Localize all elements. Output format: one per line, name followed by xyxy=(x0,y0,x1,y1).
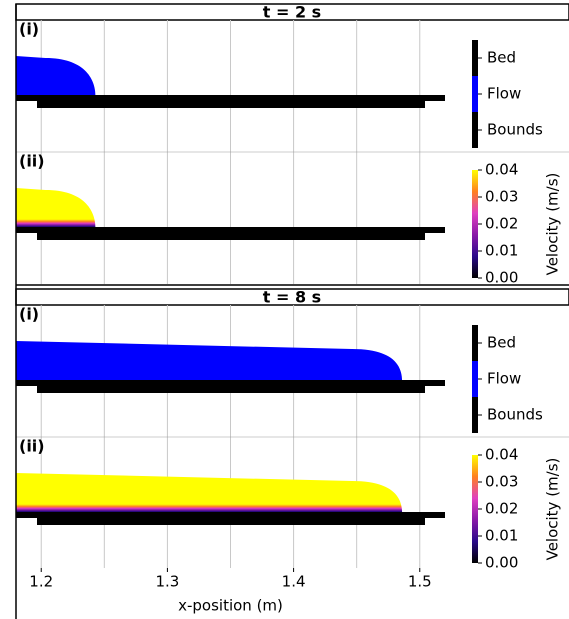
colorbar-label: Velocity (m/s) xyxy=(544,173,562,276)
subplot-label: (ii) xyxy=(19,437,45,456)
colorbar xyxy=(472,170,478,278)
legend-label: Bounds xyxy=(487,121,543,139)
colorbar-tick-label: 0.02 xyxy=(485,500,518,518)
panel-title: t = 2 s xyxy=(263,3,321,22)
legend-label: Bounds xyxy=(487,406,543,424)
x-tick-label: 1.3 xyxy=(155,573,179,591)
colorbar-tick-label: 0.01 xyxy=(485,242,518,260)
colorbar-tick-label: 0.03 xyxy=(485,188,518,206)
x-tick-label: 1.2 xyxy=(29,573,53,591)
colorbar-tick-label: 0.04 xyxy=(485,446,518,464)
colorbar-tick-label: 0.01 xyxy=(485,527,518,545)
flow-velocity xyxy=(16,188,96,228)
panel-title: t = 8 s xyxy=(263,288,321,307)
subplot-label: (i) xyxy=(19,305,39,324)
bed xyxy=(16,512,445,518)
bed xyxy=(16,380,445,386)
legend-swatch xyxy=(472,112,478,148)
legend-swatch xyxy=(472,397,478,433)
colorbar xyxy=(472,455,478,563)
subplot-label: (i) xyxy=(19,20,39,39)
bed xyxy=(16,227,445,233)
flow xyxy=(16,341,403,381)
colorbar-tick-label: 0.04 xyxy=(485,161,518,179)
x-tick-label: 1.5 xyxy=(408,573,432,591)
colorbar-label: Velocity (m/s) xyxy=(544,458,562,561)
flow-velocity xyxy=(16,473,403,513)
legend-label: Bed xyxy=(487,334,516,352)
flow xyxy=(16,56,96,96)
legend-label: Bed xyxy=(487,49,516,67)
colorbar-tick-label: 0.00 xyxy=(485,269,518,287)
legend-label: Flow xyxy=(487,370,521,388)
legend-swatch xyxy=(472,76,478,112)
colorbar-tick-label: 0.00 xyxy=(485,554,518,572)
bed xyxy=(16,95,445,101)
bounds xyxy=(37,386,425,393)
x-tick-label: 1.4 xyxy=(282,573,306,591)
bounds xyxy=(37,518,425,525)
x-axis-label: x-position (m) xyxy=(178,597,283,615)
legend-label: Flow xyxy=(487,85,521,103)
bounds xyxy=(37,233,425,240)
legend-swatch xyxy=(472,361,478,397)
legend-swatch xyxy=(472,40,478,76)
legend-swatch xyxy=(472,325,478,361)
colorbar-tick-label: 0.02 xyxy=(485,215,518,233)
subplot-label: (ii) xyxy=(19,152,45,171)
bounds xyxy=(37,101,425,108)
colorbar-tick-label: 0.03 xyxy=(485,473,518,491)
